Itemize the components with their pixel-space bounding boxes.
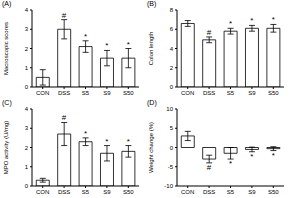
svg-text:S50: S50 bbox=[268, 189, 279, 195]
svg-text:*: * bbox=[272, 15, 275, 24]
svg-text:S9: S9 bbox=[103, 90, 111, 96]
svg-text:DSS: DSS bbox=[58, 90, 70, 96]
svg-text:S50: S50 bbox=[268, 90, 279, 96]
svg-text:Colon length: Colon length bbox=[148, 32, 154, 66]
svg-text:8: 8 bbox=[170, 7, 174, 13]
svg-text:S50: S50 bbox=[123, 90, 134, 96]
svg-text:*: * bbox=[250, 152, 253, 161]
svg-text:0: 0 bbox=[25, 183, 29, 189]
svg-text:Macroscopic scores: Macroscopic scores bbox=[8, 22, 9, 75]
svg-text:DSS: DSS bbox=[58, 189, 70, 195]
html-text:(B): (B) bbox=[147, 0, 157, 7]
svg-text:S9: S9 bbox=[248, 189, 256, 195]
svg-text:*: * bbox=[84, 32, 87, 41]
svg-text:6: 6 bbox=[170, 26, 174, 32]
svg-text:*: * bbox=[250, 16, 253, 25]
svg-text:1: 1 bbox=[25, 65, 29, 71]
svg-text:*: * bbox=[105, 41, 108, 50]
svg-text:0: 0 bbox=[170, 84, 174, 90]
svg-text:MPO activity (U/mg): MPO activity (U/mg) bbox=[8, 121, 9, 175]
svg-text:DSS: DSS bbox=[203, 189, 215, 195]
svg-text:S50: S50 bbox=[123, 189, 134, 195]
svg-text:DSS: DSS bbox=[203, 90, 215, 96]
svg-text:*: * bbox=[127, 137, 130, 146]
svg-text:S9: S9 bbox=[248, 90, 256, 96]
svg-text:Weight change (%): Weight change (%) bbox=[148, 122, 154, 173]
svg-text:3: 3 bbox=[25, 125, 29, 131]
svg-text:4: 4 bbox=[170, 46, 174, 52]
svg-text:*: * bbox=[105, 137, 108, 146]
svg-text:4: 4 bbox=[25, 106, 29, 112]
svg-text:CON: CON bbox=[181, 189, 194, 195]
svg-text:*: * bbox=[84, 129, 87, 138]
svg-text:2: 2 bbox=[25, 145, 29, 151]
svg-text:S5: S5 bbox=[227, 90, 235, 96]
svg-text:#: # bbox=[207, 28, 212, 37]
svg-text:CON: CON bbox=[181, 90, 194, 96]
html-text:(A): (A) bbox=[2, 0, 12, 7]
svg-text:2: 2 bbox=[170, 65, 174, 71]
svg-text:#: # bbox=[62, 113, 67, 122]
svg-text:*: * bbox=[229, 159, 232, 168]
svg-text:#: # bbox=[62, 11, 67, 20]
svg-text:0: 0 bbox=[170, 145, 174, 151]
svg-text:1: 1 bbox=[25, 164, 29, 170]
svg-text:#: # bbox=[207, 163, 212, 172]
svg-text:S9: S9 bbox=[103, 189, 111, 195]
svg-text:4: 4 bbox=[25, 7, 29, 13]
svg-text:3: 3 bbox=[25, 26, 29, 32]
svg-text:CON: CON bbox=[36, 189, 49, 195]
html-text:(C): (C) bbox=[2, 99, 12, 106]
svg-text:*: * bbox=[127, 40, 130, 49]
svg-text:2: 2 bbox=[25, 46, 29, 52]
svg-text:*: * bbox=[229, 19, 232, 28]
html-text:(D): (D) bbox=[147, 99, 157, 106]
svg-text:S5: S5 bbox=[227, 189, 235, 195]
svg-text:CON: CON bbox=[36, 90, 49, 96]
svg-text:-10: -10 bbox=[164, 183, 173, 189]
svg-text:0: 0 bbox=[25, 84, 29, 90]
svg-text:10: 10 bbox=[166, 106, 173, 112]
svg-text:-5: -5 bbox=[168, 164, 174, 170]
svg-text:*: * bbox=[272, 151, 275, 160]
svg-text:S5: S5 bbox=[82, 90, 90, 96]
svg-text:5: 5 bbox=[170, 125, 174, 131]
svg-text:S5: S5 bbox=[82, 189, 90, 195]
